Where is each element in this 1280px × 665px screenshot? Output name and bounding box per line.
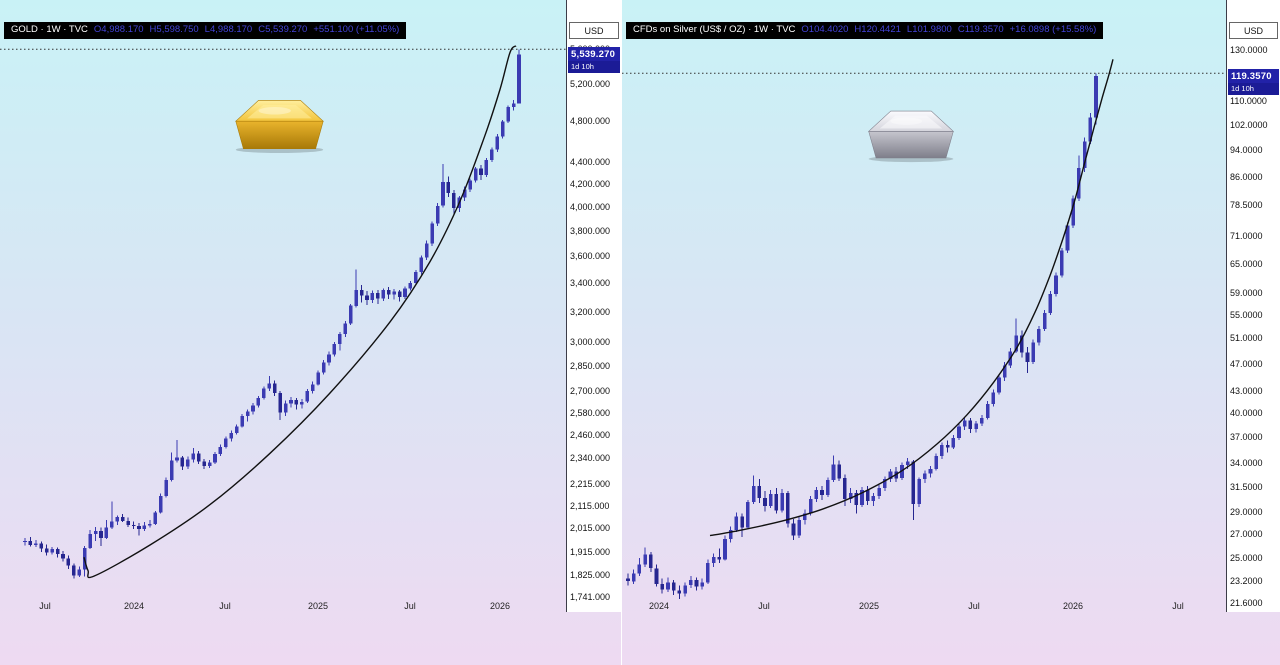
open-value: O104.4020 [801, 24, 849, 35]
silver-chart-canvas[interactable] [622, 0, 1226, 612]
symbol-title[interactable]: GOLD · 1W · TVC [11, 24, 88, 35]
price-tick-label: 34.0000 [1230, 458, 1263, 468]
price-tick-label: 31.5000 [1230, 482, 1263, 492]
price-tick-label: 47.0000 [1230, 359, 1263, 369]
price-tick-label: 3,400.000 [570, 278, 611, 288]
price-tick-label: 3,000.000 [570, 337, 611, 347]
gold-price-scale[interactable]: USD 5,539.270 1d 10h 5,600.0005,200.0004… [567, 0, 621, 612]
time-axis-label: 2024 [648, 601, 670, 611]
price-tick-label: 3,200.000 [570, 307, 611, 317]
time-axis-label: 2026 [489, 601, 511, 611]
price-tick-label: 110.0000 [1230, 96, 1267, 106]
price-tick-label: 65.0000 [1230, 259, 1263, 269]
time-axis-label: Jul [219, 601, 231, 611]
price-tick-label: 86.0000 [1230, 172, 1263, 182]
currency-toggle[interactable]: USD [1229, 22, 1278, 39]
close-value: C5,539.270 [258, 24, 308, 35]
price-tick-label: 4,000.000 [570, 202, 611, 212]
low-value: L101.9800 [906, 24, 952, 35]
last-price-badge: 5,539.270 1d 10h [568, 47, 620, 73]
price-tick-label: 59.0000 [1230, 288, 1263, 298]
price-tick-label: 2,700.000 [570, 386, 611, 396]
price-tick-label: 2,115.000 [570, 501, 610, 511]
symbol-title[interactable]: CFDs on Silver (US$ / OZ) · 1W · TVC [633, 24, 796, 35]
gold-chart-panel: GOLD · 1W · TVC O4,988.170 H5,598.750 L4… [0, 0, 621, 665]
time-axis-label: 2025 [307, 601, 329, 611]
time-axis-label: Jul [39, 601, 51, 611]
price-tick-label: 1,825.000 [570, 570, 611, 580]
last-price-badge: 119.3570 1d 10h [1228, 69, 1279, 95]
candlestick-series [23, 49, 521, 579]
price-tick-label: 2,580.000 [570, 408, 611, 418]
price-tick-label: 23.2000 [1230, 576, 1263, 586]
high-value: H5,598.750 [149, 24, 199, 35]
price-tick-label: 2,850.000 [570, 361, 611, 371]
silver-bar-icon [865, 102, 957, 173]
gold-bar-icon [232, 96, 327, 159]
scale-divider [1226, 0, 1227, 612]
candlestick-series [626, 73, 1098, 600]
price-tick-label: 27.0000 [1230, 529, 1263, 539]
price-tick-label: 2,460.000 [570, 430, 611, 440]
silver-time-axis[interactable]: 2024 Jul 2025 Jul 2026 Jul [622, 599, 1226, 612]
price-tick-label: 1,741.000 [570, 592, 611, 602]
gold-legend: GOLD · 1W · TVC O4,988.170 H5,598.750 L4… [4, 22, 407, 39]
price-tick-label: 37.0000 [1230, 432, 1263, 442]
price-tick-label: 4,200.000 [570, 179, 611, 189]
gold-chart-canvas[interactable] [0, 0, 566, 612]
price-tick-label: 1,915.000 [570, 547, 611, 557]
price-tick-label: 71.0000 [1230, 231, 1263, 241]
price-tick-label: 4,800.000 [570, 116, 611, 126]
scale-divider [566, 0, 567, 612]
price-tick-label: 94.0000 [1230, 145, 1263, 155]
price-tick-label: 3,600.000 [570, 251, 611, 261]
price-tick-label: 51.0000 [1230, 333, 1263, 343]
price-tick-label: 2,340.000 [570, 453, 611, 463]
price-tick-label: 43.0000 [1230, 386, 1263, 396]
change-value: +16.0898 (+15.58%) [1009, 24, 1097, 35]
low-value: L4,988.170 [204, 24, 253, 35]
price-tick-label: 3,800.000 [570, 226, 611, 236]
price-tick-label: 21.6000 [1230, 598, 1263, 608]
price-tick-label: 5,200.000 [570, 79, 611, 89]
last-price-value: 119.3570 [1231, 71, 1272, 82]
currency-toggle[interactable]: USD [569, 22, 619, 39]
gold-time-axis[interactable]: Jul 2024 Jul 2025 Jul 2026 [0, 599, 566, 612]
time-axis-label: Jul [758, 601, 770, 611]
close-value: C119.3570 [957, 24, 1004, 35]
last-price-value: 5,539.270 [571, 49, 616, 60]
price-tick-label: 2,215.000 [570, 479, 611, 489]
change-value: +551.100 (+11.05%) [313, 24, 400, 35]
bar-countdown: 1d 10h [1228, 83, 1279, 95]
price-tick-label: 2,015.000 [570, 523, 611, 533]
time-axis-label: 2024 [123, 601, 145, 611]
time-axis-label: Jul [1172, 601, 1184, 611]
time-axis-label: 2025 [858, 601, 880, 611]
price-tick-label: 102.0000 [1230, 120, 1268, 130]
time-axis-label: Jul [968, 601, 980, 611]
parabolic-trendline[interactable] [83, 45, 517, 579]
high-value: H120.4421 [854, 24, 901, 35]
parabolic-trendline[interactable] [709, 59, 1114, 537]
silver-chart-panel: CFDs on Silver (US$ / OZ) · 1W · TVC O10… [622, 0, 1280, 665]
silver-legend: CFDs on Silver (US$ / OZ) · 1W · TVC O10… [626, 22, 1104, 39]
price-tick-label: 4,400.000 [570, 157, 611, 167]
price-tick-label: 78.5000 [1230, 200, 1263, 210]
gold-plot-area[interactable]: GOLD · 1W · TVC O4,988.170 H5,598.750 L4… [0, 0, 566, 665]
price-tick-label: 130.0000 [1230, 45, 1268, 55]
silver-price-scale[interactable]: USD 119.3570 1d 10h 130.0000 110.0000 102.… [1227, 0, 1280, 612]
price-tick-label: 55.0000 [1230, 310, 1263, 320]
open-value: O4,988.170 [93, 24, 144, 35]
bar-countdown: 1d 10h [568, 61, 620, 73]
price-tick-label: 40.0000 [1230, 408, 1263, 418]
price-tick-label: 25.0000 [1230, 553, 1263, 563]
price-tick-label: 29.0000 [1230, 507, 1263, 517]
time-axis-label: 2026 [1062, 601, 1084, 611]
silver-plot-area[interactable]: CFDs on Silver (US$ / OZ) · 1W · TVC O10… [622, 0, 1226, 665]
time-axis-label: Jul [404, 601, 416, 611]
